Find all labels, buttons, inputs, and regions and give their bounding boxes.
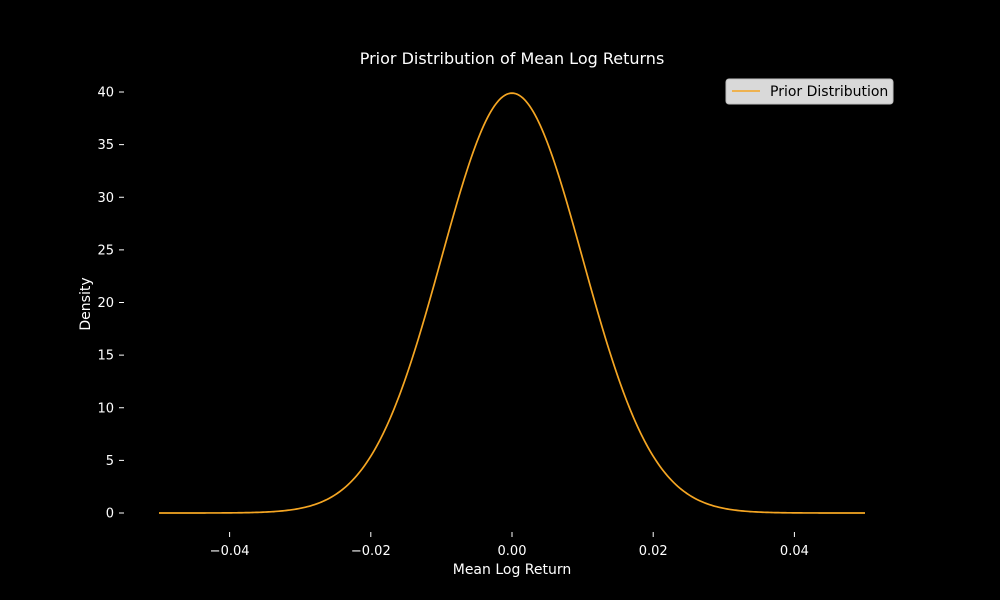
legend-box	[725, 78, 894, 105]
plot-area	[159, 92, 865, 514]
y-tick-label: 35	[97, 138, 114, 153]
x-tick-label: 0.00	[498, 544, 527, 559]
y-axis: 0 5 10 15 20 25 30 35 40	[97, 86, 124, 522]
y-tick-label: 15	[97, 349, 114, 364]
x-tick-label: −0.04	[210, 544, 250, 559]
y-tick-label: 0	[106, 507, 114, 522]
x-tick-label: 0.04	[780, 544, 809, 559]
x-tick-label: −0.02	[351, 544, 391, 559]
x-tick-label: 0.02	[639, 544, 668, 559]
x-axis: −0.04 −0.02 0.00 0.02 0.04	[210, 532, 809, 559]
y-tick-label: 10	[97, 401, 114, 416]
y-tick-label: 40	[97, 86, 114, 101]
series-line-prior-distribution	[159, 92, 865, 514]
y-tick-label: 25	[97, 243, 114, 258]
y-tick-label: 20	[97, 296, 114, 311]
y-tick-label: 5	[106, 454, 114, 469]
chart-title: Prior Distribution of Mean Log Returns	[360, 49, 665, 68]
x-axis-label: Mean Log Return	[453, 562, 572, 578]
y-tick-label: 30	[97, 191, 114, 206]
y-axis-label: Density	[78, 277, 94, 330]
legend-label-prior-distribution: Prior Distribution	[770, 84, 888, 100]
legend: Prior Distribution	[725, 78, 894, 105]
